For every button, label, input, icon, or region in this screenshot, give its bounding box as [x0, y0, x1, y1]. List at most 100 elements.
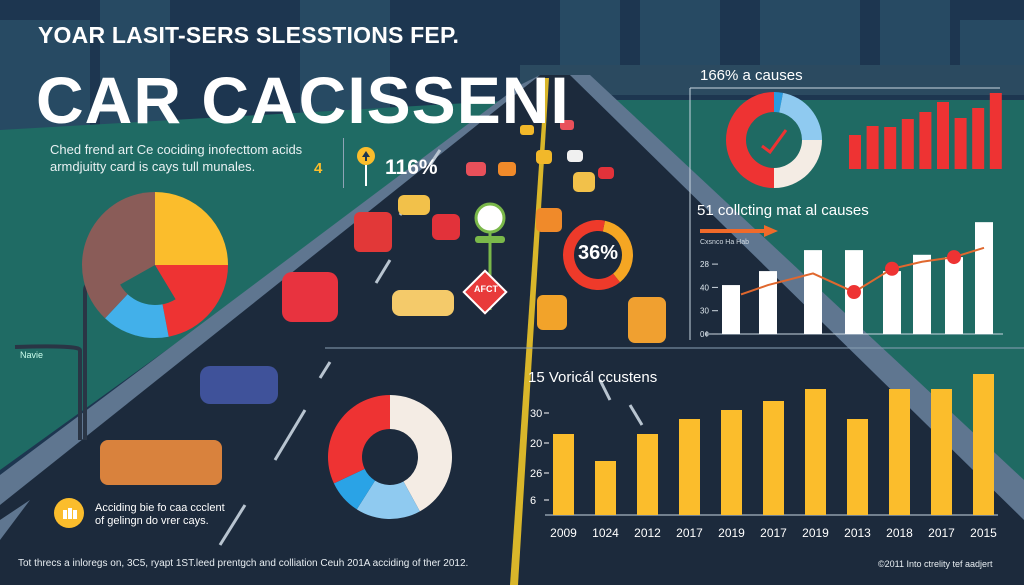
white-bar — [975, 222, 993, 334]
y-tick-label: 20 — [530, 438, 542, 450]
car-yellow — [398, 195, 430, 215]
location-pin-arrow-up-icon — [357, 147, 375, 186]
white-bar-line-chart: 0¢ 30 40 28 — [700, 222, 1003, 339]
x-tick-label: 2018 — [886, 526, 913, 540]
donut-36-slice — [563, 220, 620, 290]
donut-top-right-slice — [779, 92, 822, 140]
donut-36-slice — [602, 220, 633, 283]
intro-line-1: Ched frend art Ce cociding inofecttom ac… — [50, 142, 303, 157]
y-tick-label: 0¢ — [700, 330, 709, 339]
x-tick-label: 2019 — [718, 526, 745, 540]
yellow-bar — [763, 401, 784, 515]
intro-line-2: armdjuitty card is cays tull munales. — [50, 159, 256, 174]
white-bar — [913, 254, 931, 334]
panel-mid-right-title: 51 collcting mat al causes — [697, 202, 869, 219]
y-tick-label: 30 — [530, 408, 542, 420]
yellow-bar — [973, 374, 994, 515]
panel-top-right-title: 166% a causes — [700, 67, 803, 84]
page-subtitle: YOAR LASIT-SERS SLESSTIONS FEP. — [38, 22, 460, 48]
pie-chart — [82, 192, 228, 339]
car-blue — [200, 366, 278, 404]
red-bar — [919, 112, 932, 169]
cars — [100, 120, 666, 485]
car-red — [282, 272, 338, 322]
donut-bottom-slice — [333, 468, 375, 510]
x-tick-label: 2009 — [550, 526, 577, 540]
red-bar — [989, 93, 1002, 169]
arrow-right-icon — [700, 225, 778, 237]
donut-center-label: 36% — [577, 242, 619, 264]
x-tick-label: 2012 — [634, 526, 661, 540]
yellow-bar — [889, 389, 910, 515]
yellow-bar — [931, 389, 952, 515]
x-tick-label: 2015 — [970, 526, 997, 540]
red-bar — [866, 126, 879, 169]
footer-note: Tot threcs a inloregs on, 3C5, ryapt 1ST… — [18, 558, 469, 569]
red-bar — [972, 108, 985, 169]
donut-36 — [563, 220, 633, 290]
callout-line-2: of gelingn do vrer cays. — [95, 515, 209, 527]
road-sign-text: AFCT — [474, 284, 498, 294]
x-tick-label: 1024 — [592, 526, 619, 540]
x-tick-label: 2017 — [676, 526, 703, 540]
white-bar — [722, 285, 740, 334]
yellow-bar — [847, 419, 868, 515]
white-bar — [945, 257, 963, 334]
white-bar — [804, 250, 822, 334]
page-title: CAR CACISSENI — [36, 63, 570, 137]
donut-bottom-slice — [327, 395, 390, 484]
donut-top-right — [726, 92, 822, 188]
taxi — [392, 290, 454, 316]
center-line — [510, 78, 549, 585]
pie-chart-slice — [155, 265, 228, 337]
callout-text: Acciding bie fo caa ccclent of gelingn d… — [95, 502, 225, 528]
panel-top-right-title-text: 166% a causes — [700, 67, 803, 84]
copyright: ©2011 Into ctrelity tef aadjert — [878, 559, 993, 569]
pie-chart-slice — [155, 192, 228, 265]
x-tick-label: 2013 — [844, 526, 871, 540]
panel-bottom-title: 15 Voricál ccustens — [528, 369, 658, 386]
road-edge-right — [570, 75, 1024, 520]
left-field — [0, 100, 520, 470]
car-orange — [537, 295, 567, 330]
red-bar — [954, 118, 967, 169]
callout-line-1: Acciding bie fo caa ccclent — [95, 502, 225, 514]
yellow-bar — [679, 419, 700, 515]
road-edge-left — [0, 75, 540, 505]
yellow-bar — [595, 461, 616, 515]
car-red-small — [432, 214, 460, 240]
car-orange-2 — [628, 297, 666, 343]
stat-value: 116% — [385, 156, 438, 179]
line-marker — [847, 285, 861, 300]
car-van-red — [354, 212, 392, 252]
street-label: Navie — [20, 350, 44, 360]
x-tick-label: 2017 — [760, 526, 787, 540]
yellow-bar — [721, 410, 742, 515]
red-bar — [937, 102, 949, 169]
white-bar — [759, 271, 777, 334]
pie-chart-center — [120, 265, 176, 305]
y-tick-label: 40 — [700, 283, 709, 292]
y-tick-label: 26 — [530, 468, 542, 480]
divider — [343, 138, 344, 188]
donut-top-right-slice — [774, 92, 783, 113]
red-bar — [901, 119, 914, 169]
red-bar — [849, 135, 861, 169]
yellow-bar — [553, 434, 574, 515]
check-icon — [761, 129, 788, 155]
intro-text: Ched frend art Ce cociding inofecttom ac… — [50, 141, 302, 175]
red-bar — [884, 127, 897, 169]
yellow-bar — [637, 434, 658, 515]
yellow-bar — [805, 389, 826, 515]
arrow-caption: Cxsnco Ha Hab — [700, 239, 750, 246]
x-tick-label: 2019 — [802, 526, 829, 540]
pie-chart-slice — [82, 192, 155, 319]
white-bar — [883, 271, 901, 334]
x-tick-label: 2017 — [928, 526, 955, 540]
y-tick-label: 6 — [530, 495, 536, 507]
y-tick-label: 28 — [700, 260, 709, 269]
people-icon — [54, 498, 84, 528]
donut-bottom-slice — [356, 480, 420, 519]
donut-top-right-slice — [726, 92, 774, 188]
